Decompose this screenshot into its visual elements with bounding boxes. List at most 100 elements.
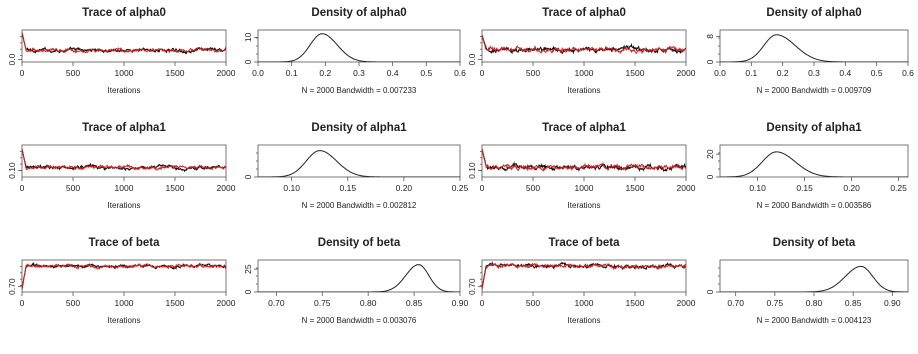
panel-8: Density of alpha1 0.10 0.15 0.20 0.25 N = 200… <box>705 122 909 210</box>
x-tick-label: 0.1 <box>745 68 757 78</box>
density-curve <box>258 150 460 177</box>
panel-10: Density of beta 0.70 0.75 0.80 0.85 0.90 N = 2… <box>243 237 469 325</box>
x-tick-label: 0.6 <box>454 68 466 78</box>
x-tick-label: 0 <box>20 298 25 308</box>
x-tick-label: 2000 <box>677 68 696 78</box>
x-tick-label: 0.0 <box>714 68 726 78</box>
x-axis-label: Iterations <box>568 316 601 325</box>
x-axis-label: Iterations <box>108 316 141 325</box>
x-tick-label: 1000 <box>115 183 134 193</box>
x-tick-label: 0.10 <box>283 183 300 193</box>
trace-line-chain-2 <box>482 148 686 172</box>
x-axis-label: N = 2000 Bandwidth = 0.002812 <box>302 201 417 210</box>
x-tick-label: 0.15 <box>796 183 813 193</box>
y-tick-label: 0.70 <box>467 278 477 295</box>
density-curve <box>720 34 908 62</box>
x-axis-label: Iterations <box>108 86 141 95</box>
y-tick-label: 0 <box>243 59 253 64</box>
x-tick-label: 500 <box>66 298 80 308</box>
x-tick-label: 1000 <box>115 68 134 78</box>
x-tick-label: 0.1 <box>286 68 298 78</box>
panel-11: Trace of beta 0 500 1000 1500 2000 Iterations 0… <box>467 237 696 325</box>
x-tick-label: 0.25 <box>452 183 469 193</box>
x-tick-label: 1500 <box>166 298 185 308</box>
x-axis-label: N = 2000 Bandwidth = 0.009709 <box>757 86 872 95</box>
density-curve <box>720 151 908 177</box>
x-tick-label: 1500 <box>626 68 645 78</box>
x-tick-label: 0.3 <box>808 68 820 78</box>
x-axis-label: Iterations <box>108 201 141 210</box>
x-tick-label: 1000 <box>115 298 134 308</box>
x-axis-label: Iterations <box>568 86 601 95</box>
x-axis-label: N = 2000 Bandwidth = 0.004123 <box>757 316 872 325</box>
y-tick-label: 25 <box>243 264 253 274</box>
panel-4: Density of alpha0 0.0 0.1 0.2 0.3 0.4 0.5 0.6 N … <box>705 7 914 95</box>
panel-7: Trace of alpha1 0 500 1000 1500 2000 Iteration… <box>467 122 696 210</box>
panel-5: Trace of alpha1 0 500 1000 1500 2000 Iteration… <box>7 122 236 210</box>
x-tick-label: 500 <box>526 298 540 308</box>
y-tick-label: 0 <box>705 289 715 294</box>
x-tick-label: 0.2 <box>319 68 331 78</box>
panel-title: Trace of alpha0 <box>82 7 166 19</box>
trace-line-chain-2 <box>22 32 226 54</box>
x-tick-label: 500 <box>66 183 80 193</box>
panel-title: Trace of beta <box>89 237 161 249</box>
density-curve <box>720 265 908 292</box>
x-tick-label: 0.70 <box>268 298 285 308</box>
x-tick-label: 0.85 <box>406 298 423 308</box>
x-tick-label: 0.90 <box>452 298 469 308</box>
panel-9: Trace of beta 0 500 1000 1500 2000 Iterations 0… <box>7 237 236 325</box>
trace-line-chain-2 <box>482 262 686 290</box>
x-tick-label: 0.3 <box>353 68 365 78</box>
x-tick-label: 2000 <box>217 183 236 193</box>
x-tick-label: 1500 <box>626 298 645 308</box>
x-tick-label: 0.25 <box>890 183 907 193</box>
x-tick-label: 1000 <box>575 68 594 78</box>
y-tick-label: 8 <box>705 34 715 39</box>
y-tick-label: 0 <box>243 289 253 294</box>
x-tick-label: 0.80 <box>806 298 823 308</box>
panel-title: Trace of alpha0 <box>542 7 626 19</box>
y-tick-label: 10 <box>243 32 253 42</box>
x-tick-label: 2000 <box>217 298 236 308</box>
x-tick-label: 0.70 <box>727 298 744 308</box>
panel-title: Trace of alpha1 <box>542 122 626 134</box>
x-tick-label: 0 <box>480 183 485 193</box>
y-tick-label: 20 <box>705 149 715 159</box>
x-tick-label: 0.80 <box>360 298 377 308</box>
panel-title: Trace of beta <box>549 237 621 249</box>
x-tick-label: 0.10 <box>749 183 766 193</box>
x-tick-label: 0.20 <box>843 183 860 193</box>
density-curve <box>258 264 460 292</box>
x-tick-label: 0 <box>480 68 485 78</box>
x-tick-label: 1500 <box>626 183 645 193</box>
panel-title: Density of alpha0 <box>766 7 861 19</box>
panel-6: Density of alpha1 0.10 0.15 0.20 0.25 N = 200… <box>243 122 469 210</box>
y-tick-label: 0 <box>705 174 715 179</box>
x-tick-label: 2000 <box>677 183 696 193</box>
x-tick-label: 2000 <box>677 298 696 308</box>
x-tick-label: 0 <box>20 68 25 78</box>
y-tick-label: 0.10 <box>7 162 17 179</box>
trace-line-chain-2 <box>22 148 226 171</box>
y-tick-label: 0.70 <box>7 278 17 295</box>
x-tick-label: 0.4 <box>387 68 399 78</box>
panel-title: Density of alpha1 <box>766 122 862 134</box>
x-tick-label: 2000 <box>217 68 236 78</box>
panel-title: Density of alpha0 <box>311 7 406 19</box>
x-tick-label: 500 <box>66 68 80 78</box>
x-tick-label: 0.15 <box>340 183 357 193</box>
panel-3: Trace of alpha0 0 500 1000 1500 2000 Iteration… <box>467 7 696 95</box>
x-tick-label: 0.20 <box>396 183 413 193</box>
panel-title: Density of beta <box>773 237 856 249</box>
y-tick-label: 0.0 <box>7 53 17 65</box>
panel-12: Density of beta 0.70 0.75 0.80 0.85 0.90 N = 2… <box>705 237 909 325</box>
y-tick-label: 0.0 <box>467 53 477 65</box>
x-tick-label: 0.2 <box>777 68 789 78</box>
density-curve <box>258 33 460 62</box>
x-axis-label: N = 2000 Bandwidth = 0.003586 <box>757 201 872 210</box>
x-tick-label: 0.0 <box>252 68 264 78</box>
x-tick-label: 0.6 <box>902 68 914 78</box>
